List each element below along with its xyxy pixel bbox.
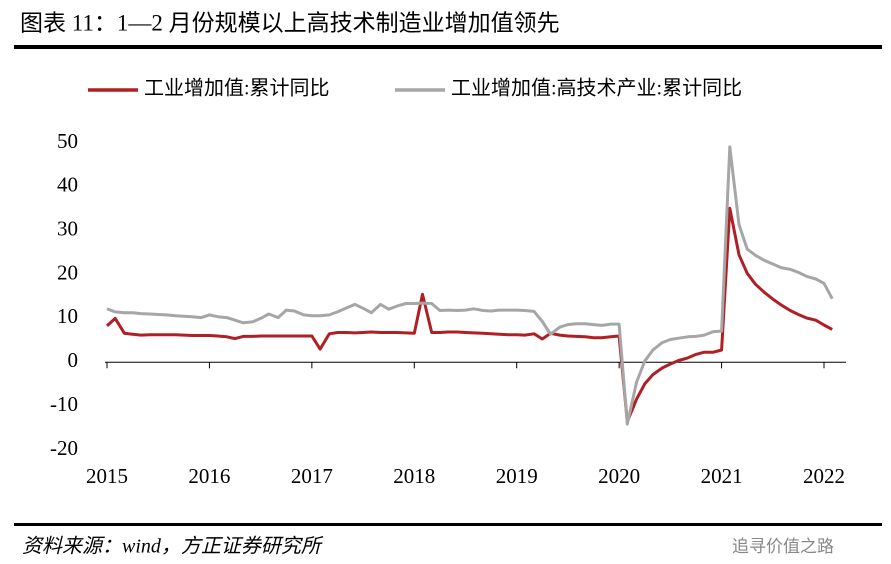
x-tick-label: 2021 <box>701 464 743 488</box>
x-tick-label: 2019 <box>496 464 538 488</box>
x-tick-label: 2015 <box>86 464 128 488</box>
y-tick-label: 20 <box>57 260 78 284</box>
x-tick-label: 2020 <box>598 464 640 488</box>
y-tick-label: 50 <box>57 129 78 153</box>
y-tick-label: 10 <box>57 304 78 328</box>
y-tick-label: 30 <box>57 217 78 241</box>
y-tick-label: 0 <box>68 348 79 372</box>
line-series <box>106 145 834 426</box>
y-tick-label: -20 <box>50 436 78 460</box>
y-tick-label: 40 <box>57 173 78 197</box>
line-series <box>105 206 833 423</box>
footer-rule <box>14 523 882 526</box>
watermark: 追寻价值之路 <box>732 537 834 556</box>
legend-label: 工业增加值:累计同比 <box>144 77 330 100</box>
legend-label: 工业增加值:高技术产业:累计同比 <box>451 77 742 100</box>
x-tick-label: 2016 <box>188 464 230 488</box>
y-tick-label: -10 <box>50 392 78 416</box>
source-note: 资料来源：wind，方正证券研究所 <box>22 536 324 558</box>
x-tick-label: 2022 <box>803 464 845 488</box>
chart-title: 图表 11：1—2 月份规模以上高技术制造业增加值领先 <box>20 10 560 35</box>
x-tick-label: 2018 <box>393 464 435 488</box>
title-rule <box>14 45 882 49</box>
x-tick-label: 2017 <box>291 464 333 488</box>
